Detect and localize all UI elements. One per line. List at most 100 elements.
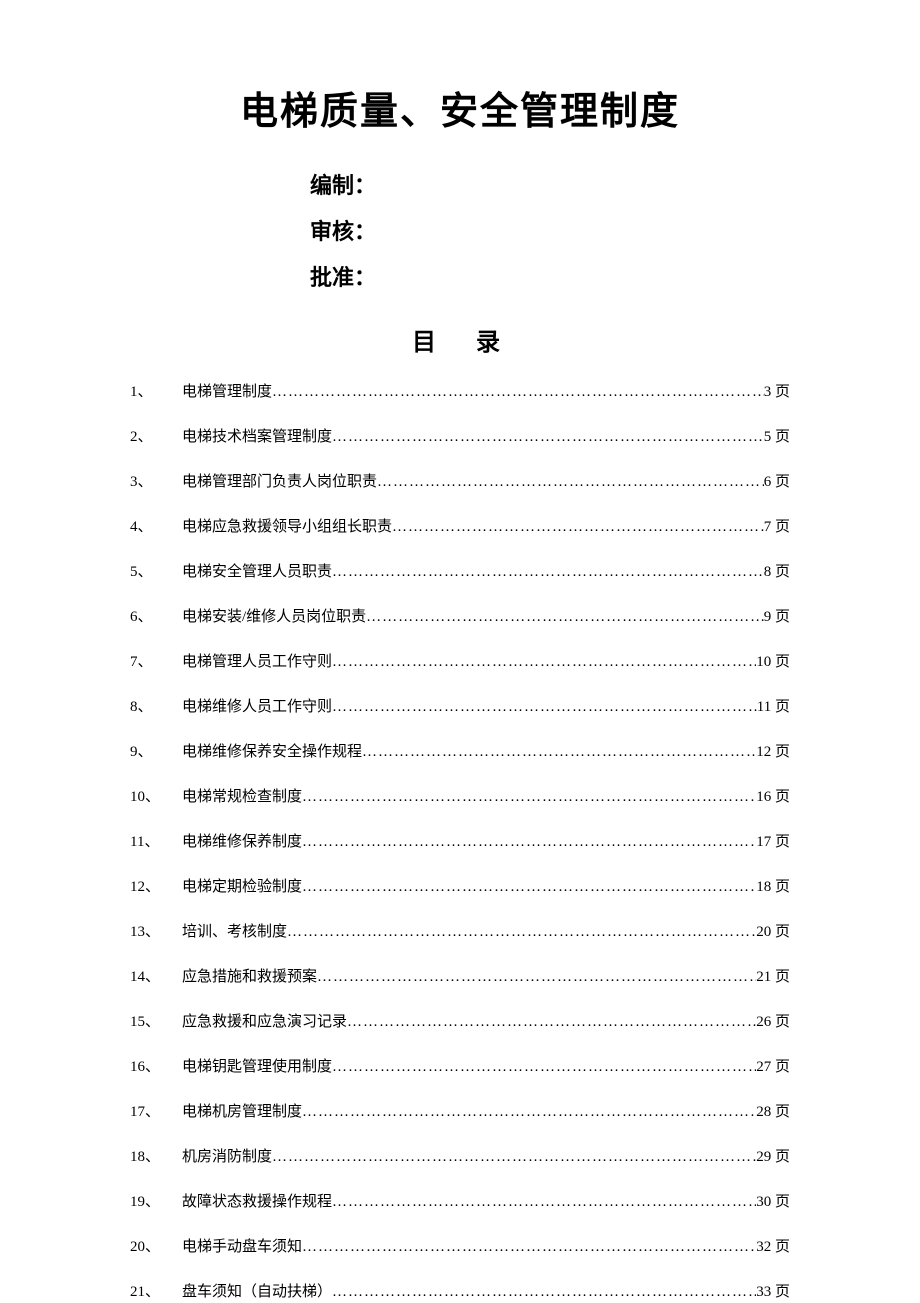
toc-row-page: 6 页 (764, 471, 790, 494)
toc-row: 9、电梯维修保养安全操作规程12 页 (130, 741, 790, 764)
toc-row: 10、电梯常规检查制度16 页 (130, 786, 790, 809)
toc-row-leader (302, 1101, 756, 1124)
toc-row: 21、盘车须知（自动扶梯） 33 页 (130, 1281, 790, 1303)
toc-row-leader (317, 966, 756, 989)
toc-row-title: 电梯常规检查制度 (182, 786, 302, 809)
toc-row-leader (302, 786, 756, 809)
toc-row-page: 16 页 (756, 786, 790, 809)
toc-row-title: 电梯定期检验制度 (182, 876, 302, 899)
toc-row-title: 电梯安装/维修人员岗位职责 (182, 606, 366, 629)
toc-row: 18、机房消防制度29 页 (130, 1146, 790, 1169)
toc-row-title: 电梯安全管理人员职责 (182, 561, 332, 584)
toc-row-title: 应急救援和应急演习记录 (182, 1011, 347, 1034)
toc-row-title: 电梯维修人员工作守则 (182, 696, 332, 719)
toc-row-leader (272, 1146, 756, 1169)
toc-row-title: 电梯手动盘车须知 (182, 1236, 302, 1259)
toc-row-number: 17、 (130, 1101, 182, 1124)
toc-row-number: 4、 (130, 516, 182, 539)
toc-row: 17、电梯机房管理制度 28 页 (130, 1101, 790, 1124)
toc-row: 8、电梯维修人员工作守则 11 页 (130, 696, 790, 719)
toc-row: 14、应急措施和救援预案 21 页 (130, 966, 790, 989)
toc-row-number: 3、 (130, 471, 182, 494)
toc-row: 6、电梯安装/维修人员岗位职责 9 页 (130, 606, 790, 629)
toc-row-page: 18 页 (756, 876, 790, 899)
toc-row-page: 28 页 (756, 1101, 790, 1124)
toc-row-title: 电梯机房管理制度 (182, 1101, 302, 1124)
toc-row-leader (302, 831, 756, 854)
toc-row: 5、电梯安全管理人员职责 8 页 (130, 561, 790, 584)
toc-row: 13、培训、考核制度20 页 (130, 921, 790, 944)
toc-row-number: 6、 (130, 606, 182, 629)
toc-row-title: 故障状态救援操作规程 (182, 1191, 332, 1214)
toc-row-number: 9、 (130, 741, 182, 764)
toc-row-page: 27 页 (756, 1056, 790, 1079)
toc-row-title: 机房消防制度 (182, 1146, 272, 1169)
toc-row-page: 10 页 (756, 651, 790, 674)
toc-row-leader (287, 921, 756, 944)
toc-row-number: 20、 (130, 1236, 182, 1259)
toc-row-number: 8、 (130, 696, 182, 719)
toc-row-page: 33 页 (756, 1281, 790, 1303)
toc-row: 3、电梯管理部门负责人岗位职责6 页 (130, 471, 790, 494)
reviewed-by-line: 审核： (310, 209, 790, 255)
toc-row-number: 7、 (130, 651, 182, 674)
toc-row-number: 16、 (130, 1056, 182, 1079)
toc-row-number: 14、 (130, 966, 182, 989)
toc-row-number: 18、 (130, 1146, 182, 1169)
toc-row-title: 电梯管理制度 (182, 381, 272, 404)
toc-row-leader (332, 1281, 756, 1303)
toc-row-page: 8 页 (764, 561, 790, 584)
toc-row: 19、故障状态救援操作规程 30 页 (130, 1191, 790, 1214)
prepared-by-line: 编制： (310, 163, 790, 209)
toc-row-leader (272, 381, 764, 404)
toc-row-title: 应急措施和救援预案 (182, 966, 317, 989)
toc-row-page: 3 页 (764, 381, 790, 404)
toc-row-number: 13、 (130, 921, 182, 944)
toc-row: 15、应急救援和应急演习记录26 页 (130, 1011, 790, 1034)
toc-row-leader (347, 1011, 756, 1034)
meta-block: 编制： 审核： 批准： (310, 163, 790, 302)
toc-row-leader (366, 606, 764, 629)
toc-row: 20、电梯手动盘车须知 32 页 (130, 1236, 790, 1259)
toc-row-title: 电梯维修保养安全操作规程 (182, 741, 362, 764)
toc-row-leader (377, 471, 764, 494)
toc-row-number: 12、 (130, 876, 182, 899)
toc-row-page: 9 页 (764, 606, 790, 629)
toc-row: 12、电梯定期检验制度 18 页 (130, 876, 790, 899)
toc-row-leader (332, 426, 764, 449)
toc-row-page: 5 页 (764, 426, 790, 449)
toc-row: 7、电梯管理人员工作守则 10 页 (130, 651, 790, 674)
toc-row-page: 21 页 (756, 966, 790, 989)
toc-row: 4、电梯应急救援领导小组组长职责7 页 (130, 516, 790, 539)
toc-row-leader (302, 876, 756, 899)
toc-row-number: 5、 (130, 561, 182, 584)
toc-row-leader (332, 561, 764, 584)
toc-row-page: 32 页 (756, 1236, 790, 1259)
toc-row: 2、电梯技术档案管理制度 5 页 (130, 426, 790, 449)
toc-row-title: 电梯钥匙管理使用制度 (182, 1056, 332, 1079)
approved-by-line: 批准： (310, 255, 790, 301)
toc-row-page: 30 页 (756, 1191, 790, 1214)
toc-row-page: 7 页 (764, 516, 790, 539)
toc-row-title: 电梯技术档案管理制度 (182, 426, 332, 449)
document-title: 电梯质量、安全管理制度 (130, 80, 790, 135)
toc-row-leader (332, 1056, 756, 1079)
toc-row-number: 1、 (130, 381, 182, 404)
toc-row-number: 2、 (130, 426, 182, 449)
toc-row-number: 19、 (130, 1191, 182, 1214)
toc-row-leader (302, 1236, 756, 1259)
toc-header: 目 录 (130, 322, 790, 357)
toc-list: 1、电梯管理制度 3 页 2、电梯技术档案管理制度 5 页 3、电梯管理部门负责人岗位职… (130, 381, 790, 1303)
toc-row-title: 电梯管理人员工作守则 (182, 651, 332, 674)
toc-row-leader (362, 741, 756, 764)
toc-row: 1、电梯管理制度 3 页 (130, 381, 790, 404)
toc-row-number: 11、 (130, 831, 182, 854)
toc-row-leader (332, 1191, 756, 1214)
toc-row-number: 21、 (130, 1281, 182, 1303)
toc-row-title: 盘车须知（自动扶梯） (182, 1281, 332, 1303)
toc-row: 11、电梯维修保养制度17 页 (130, 831, 790, 854)
toc-row: 16、电梯钥匙管理使用制度 27 页 (130, 1056, 790, 1079)
toc-row-page: 17 页 (756, 831, 790, 854)
toc-row-page: 11 页 (757, 696, 790, 719)
toc-row-title: 培训、考核制度 (182, 921, 287, 944)
